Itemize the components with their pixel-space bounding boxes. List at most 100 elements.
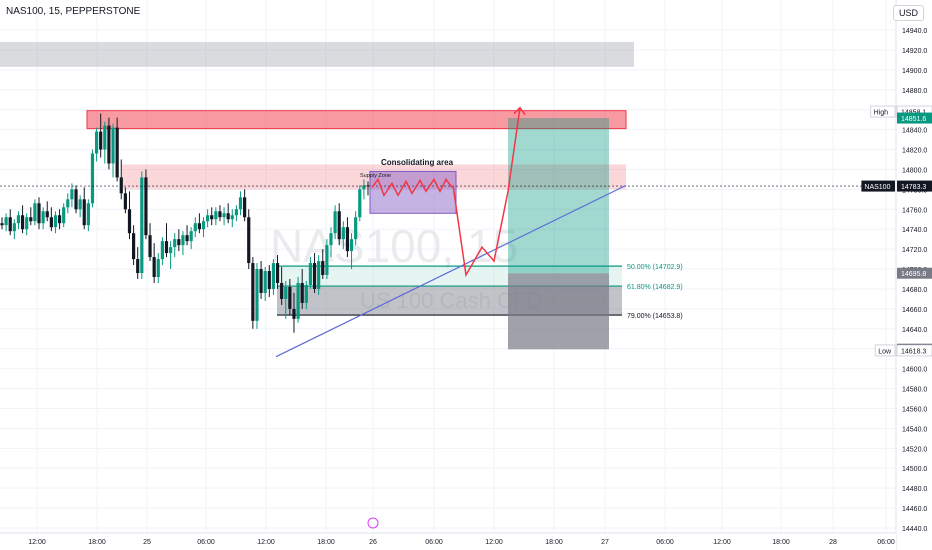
candle-body (197, 223, 201, 230)
candle-body (12, 223, 16, 232)
candle-body (230, 215, 234, 220)
candle-body (333, 211, 337, 234)
candle-body (173, 239, 177, 248)
candle-body (103, 125, 107, 150)
candle-body (29, 217, 33, 222)
annotation-supply: Supply Zone (360, 173, 391, 179)
candle-body (115, 127, 119, 178)
price-tick: 14840.0 (902, 128, 927, 135)
price-tick: 14800.0 (902, 167, 927, 174)
candle-body (317, 261, 321, 289)
candle-body (8, 217, 12, 232)
candle-body (292, 308, 296, 319)
time-tick: 06:00 (877, 539, 895, 546)
candle-body (251, 263, 255, 321)
candle-body (82, 199, 86, 226)
price-tick: 14520.0 (902, 446, 927, 453)
candle-body (275, 263, 280, 283)
zone-1 (86, 110, 627, 130)
price-axis: 14940.014920.014900.014880.014858.114840… (861, 0, 932, 550)
candle-body (193, 223, 197, 232)
candle-body (280, 282, 284, 299)
candle-body (152, 257, 156, 278)
price-label-bg (897, 112, 932, 124)
drawings: Consolidating area Supply Zone (0, 106, 896, 358)
candle-body (131, 233, 136, 260)
price-tick: 14680.0 (902, 287, 927, 294)
time-tick: 06:00 (197, 539, 215, 546)
time-tick: 12:00 (485, 539, 503, 546)
candle-body (78, 199, 82, 210)
candle-body (201, 221, 206, 230)
time-tick: 12:00 (257, 539, 275, 546)
price-label-value: 14695.8 (901, 271, 926, 278)
time-tick: 06:00 (425, 539, 443, 546)
price-label-value: 14618.3 (901, 348, 926, 355)
symbol-header: NAS100, 15, PEPPERSTONE (6, 6, 141, 17)
price-tick: 14600.0 (902, 367, 927, 374)
candle-body (70, 189, 74, 200)
price-tick: 14640.0 (902, 327, 927, 334)
candle-body (308, 263, 313, 285)
fib-label: 79.00% (14653.8) (627, 313, 683, 320)
fib-label: 50.00% (14702.9) (627, 264, 683, 271)
price-label-bg (897, 180, 932, 192)
candle-body (354, 217, 358, 240)
candle-body (226, 213, 230, 220)
candle-body (362, 185, 366, 190)
candle-body (247, 217, 251, 264)
candle-body (177, 239, 181, 246)
candle-body (164, 241, 169, 254)
price-label-value: 14783.3 (901, 184, 926, 191)
time-tick: 26 (369, 539, 377, 546)
projection-path (452, 107, 521, 278)
candle-body (267, 271, 271, 289)
candle-body (234, 209, 239, 216)
candles (0, 113, 370, 333)
candle-body (111, 127, 115, 164)
candle-body (181, 235, 185, 246)
price-label-tag: Low (878, 348, 892, 355)
candle-body (304, 284, 308, 303)
candle-body (296, 282, 300, 319)
candle-body (127, 209, 132, 234)
candle-body (218, 211, 222, 218)
candle-body (45, 211, 49, 218)
candle-body (136, 259, 140, 274)
candle-body (185, 235, 189, 242)
candle-body (148, 235, 152, 258)
candle-body (144, 177, 148, 236)
price-tick: 14760.0 (902, 207, 927, 214)
price-tick: 14440.0 (902, 526, 927, 533)
price-tick: 14580.0 (902, 387, 927, 394)
price-tick: 14920.0 (902, 48, 927, 55)
candle-body (53, 215, 58, 228)
candle-body (37, 203, 41, 224)
candle-body (321, 261, 325, 276)
candle-body (259, 269, 263, 293)
candle-body (90, 153, 95, 204)
zone-0 (0, 41, 634, 67)
candle-body (4, 217, 8, 226)
candle-body (140, 177, 144, 274)
time-tick: 18:00 (772, 539, 790, 546)
time-tick: 27 (601, 539, 609, 546)
price-label-tag: NAS100 (864, 184, 890, 191)
price-label-bg (897, 267, 932, 279)
currency-button[interactable]: USD (892, 5, 924, 21)
candle-body (255, 269, 259, 321)
candle-body (0, 223, 4, 226)
candle-body (300, 282, 304, 303)
candle-body (94, 131, 99, 154)
price-label-tag-bg (861, 180, 895, 192)
candle-body (271, 263, 276, 289)
trendline (275, 184, 627, 358)
time-tick: 25 (143, 539, 151, 546)
time-tick: 18:00 (88, 539, 106, 546)
candle-body (160, 241, 164, 260)
candle-body (41, 211, 45, 224)
stop-box (508, 273, 609, 350)
candle-body (189, 231, 193, 242)
